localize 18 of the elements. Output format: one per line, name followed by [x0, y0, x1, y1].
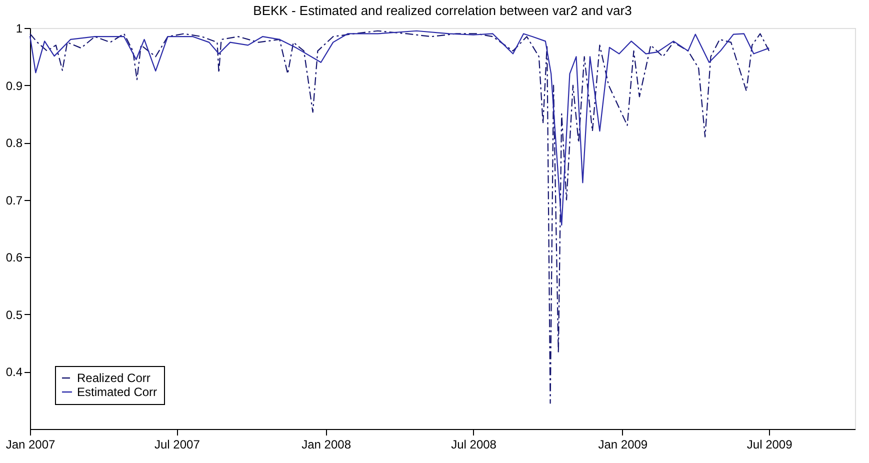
y-tick-label: 0.7 [6, 193, 23, 208]
x-tick-label: Jan 2009 [598, 438, 648, 452]
y-tick-label: 0.5 [6, 308, 23, 322]
y-tick-label: 0.4 [6, 365, 23, 380]
y-tick-label: 0.6 [6, 250, 23, 265]
legend-label: Estimated Corr [77, 385, 158, 399]
y-tick-label: 1 [16, 22, 23, 36]
x-tick-label: Jul 2007 [154, 438, 200, 452]
legend-label: Realized Corr [77, 371, 150, 385]
y-tick-label: 0.8 [6, 136, 23, 150]
chart-title: BEKK - Estimated and realized correlation between var2 and var3 [253, 3, 632, 18]
line-series [29, 30, 770, 404]
line-series [29, 30, 770, 226]
x-tick-label: Jul 2009 [746, 438, 793, 452]
x-tick-label: Jul 2008 [451, 438, 497, 452]
x-tick-label: Jan 2007 [6, 438, 56, 452]
x-tick-label: Jan 2008 [302, 438, 352, 452]
y-tick-label: 0.9 [6, 78, 23, 93]
